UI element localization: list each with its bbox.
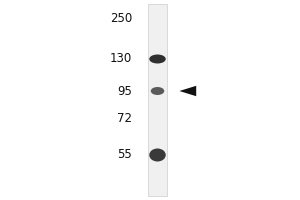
Ellipse shape — [149, 54, 166, 64]
Ellipse shape — [151, 87, 164, 95]
Ellipse shape — [149, 148, 166, 162]
Polygon shape — [179, 86, 196, 96]
Text: 130: 130 — [110, 52, 132, 66]
Text: 55: 55 — [117, 148, 132, 162]
Text: 95: 95 — [117, 85, 132, 98]
Text: 250: 250 — [110, 12, 132, 25]
Text: 72: 72 — [117, 112, 132, 124]
Bar — [148, 4, 167, 196]
